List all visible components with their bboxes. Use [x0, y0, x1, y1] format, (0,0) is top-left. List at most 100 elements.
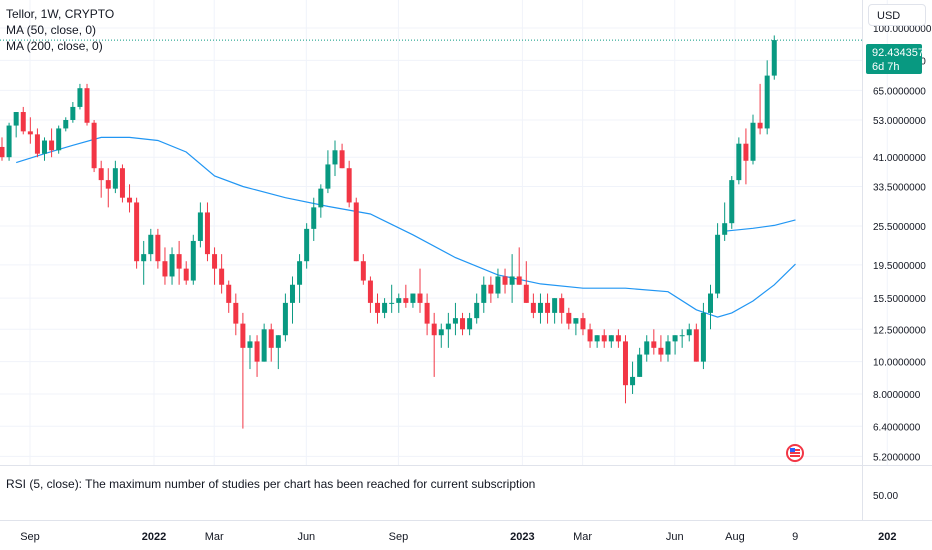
candle-body [148, 234, 154, 255]
candle [318, 184, 324, 218]
currency-selector[interactable]: USD [868, 4, 926, 26]
x-tick-label: 2023 [510, 531, 534, 543]
y-tick-label: 12.5000000 [873, 325, 926, 336]
candle-body [516, 276, 522, 285]
candle [70, 102, 76, 123]
candle-body [112, 168, 118, 189]
candle [127, 184, 133, 213]
candle-body [134, 202, 140, 262]
symbol-title[interactable]: Tellor, 1W, CRYPTO [6, 7, 115, 21]
y-tick-label: 15.5000000 [873, 294, 926, 305]
x-tick-label: Sep [20, 531, 40, 543]
candle [346, 160, 352, 208]
candle-body [360, 261, 366, 281]
candle [622, 335, 628, 404]
candle [91, 119, 97, 173]
candle [34, 128, 40, 158]
candle-body [764, 75, 770, 129]
candle-body [289, 284, 295, 303]
candle-body [219, 268, 225, 285]
y-tick-label: 19.5000000 [873, 261, 926, 272]
candle-body [608, 335, 614, 342]
candle-body [672, 335, 678, 342]
candle [566, 307, 572, 330]
candle-body [63, 119, 69, 129]
x-tick-label: 202 [878, 531, 896, 543]
candle-body [679, 335, 685, 337]
candle [495, 268, 501, 299]
candle-body [594, 335, 600, 342]
candle [148, 228, 154, 262]
candle-body [49, 140, 55, 151]
bar-countdown: 6d 7h [872, 61, 900, 73]
x-tick-label: Mar [205, 531, 224, 543]
candle [332, 140, 338, 177]
ma200-legend[interactable]: MA (200, close, 0) [6, 39, 103, 53]
candle [367, 276, 373, 313]
candle-body [389, 302, 395, 304]
candle [77, 83, 83, 110]
candle-body [545, 302, 551, 313]
candle [488, 276, 494, 303]
candle-body [254, 341, 260, 362]
candle [325, 150, 331, 194]
candle [601, 329, 607, 348]
candle-body [56, 128, 62, 151]
candle-body [176, 254, 182, 269]
candle [403, 284, 409, 308]
candle-body [580, 318, 586, 330]
candle [141, 240, 147, 285]
candle-body [403, 298, 409, 303]
candle-body [502, 276, 508, 285]
candle-body [77, 88, 83, 107]
candle-body [169, 254, 175, 277]
candle-body [559, 298, 565, 313]
candle [389, 284, 395, 313]
candle-body [615, 335, 621, 342]
candle [708, 284, 713, 330]
candle-body [318, 188, 324, 208]
candle-body [523, 284, 529, 303]
candle-body [700, 312, 706, 362]
candle-body [460, 318, 466, 330]
candle-body [332, 150, 338, 165]
candle [375, 293, 381, 324]
candle-body [474, 302, 480, 319]
candle-body [573, 318, 579, 324]
candle-body [509, 276, 515, 285]
x-tick-label: Sep [389, 531, 409, 543]
candle-body [651, 341, 657, 348]
candle [254, 335, 260, 377]
candle [474, 293, 480, 324]
candle [452, 302, 458, 336]
candle [757, 83, 763, 135]
us-flag-icon[interactable] [786, 444, 804, 462]
candle-body [240, 323, 246, 348]
candle [84, 83, 90, 126]
candle [438, 323, 444, 348]
candle [42, 137, 48, 161]
candle [98, 160, 104, 198]
candle-body [537, 302, 543, 313]
candle-body [6, 125, 12, 158]
ma50-legend[interactable]: MA (50, close, 0) [6, 23, 97, 37]
candle-body [297, 261, 303, 285]
candle-body [658, 347, 664, 355]
candle [552, 298, 558, 324]
candle-body [183, 268, 189, 281]
candle [764, 60, 770, 135]
candle-body [190, 240, 196, 281]
candle [431, 312, 437, 377]
candle-body [0, 146, 5, 158]
candle-body [98, 168, 104, 181]
candle-body [566, 312, 572, 324]
y-tick-label: 25.5000000 [873, 222, 926, 233]
candle [559, 293, 565, 324]
last-price-tag: 92.4343572 6d 7h [866, 44, 930, 74]
candle [729, 176, 735, 229]
x-tick-label: Aug [725, 531, 745, 543]
candle-body [226, 284, 232, 303]
candle-body [771, 40, 777, 76]
candle-body [13, 112, 19, 126]
